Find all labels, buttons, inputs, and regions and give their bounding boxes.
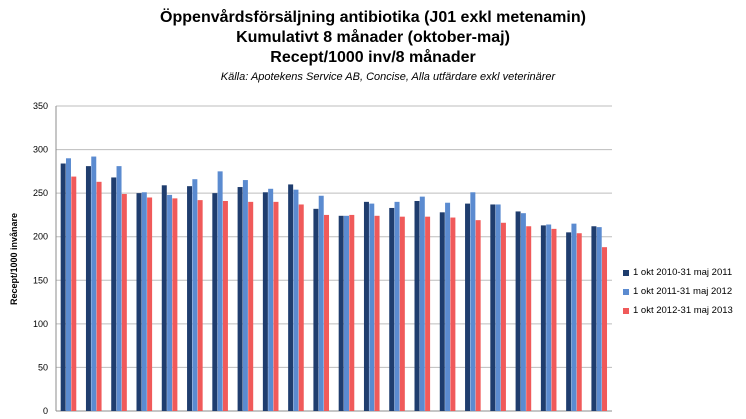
bar-s3-c19	[526, 226, 532, 411]
bar-s3-c22	[602, 247, 608, 411]
bar-s2-c9	[268, 188, 274, 411]
bar-s2-c19	[520, 213, 526, 411]
bar-s1-c17	[465, 203, 471, 411]
bar-s1-c3	[111, 177, 117, 411]
bar-s3-c17	[475, 220, 481, 411]
legend-item-2012-2013: 1 okt 2012-31 maj 2013	[623, 301, 733, 320]
bar-s3-c18	[500, 222, 506, 411]
bar-s3-c16	[450, 217, 456, 411]
bar-s2-c15	[419, 196, 425, 411]
bar-s1-c13	[363, 201, 369, 411]
bar-s3-c4	[147, 197, 153, 411]
bar-s1-c11	[313, 208, 319, 411]
bar-s2-c8	[242, 180, 248, 411]
bar-s3-c7	[222, 200, 228, 411]
bar-s1-c5	[161, 185, 167, 411]
bar-s1-c18	[490, 204, 496, 411]
bar-s3-c5	[172, 198, 178, 411]
y-tick-label: 150	[33, 275, 48, 285]
legend-swatch-2011-2012	[623, 288, 629, 295]
chart-source: Källa: Apotekens Service AB, Concise, Al…	[220, 71, 556, 83]
bar-s3-c10	[298, 204, 304, 411]
bar-s1-c6	[187, 186, 193, 411]
bar-s3-c2	[96, 181, 102, 411]
legend-label-2011-2012: 1 okt 2011-31 maj 2012	[633, 286, 733, 297]
bar-s1-c9	[262, 192, 268, 411]
bar-s1-c10	[288, 184, 294, 411]
legend-item-2010-2011: 1 okt 2010-31 maj 2011	[623, 263, 733, 282]
bar-s2-c22	[596, 227, 602, 411]
bar-s2-c21	[571, 223, 577, 411]
bar-s1-c12	[338, 215, 344, 411]
bar-s1-c20	[540, 225, 546, 411]
bar-s3-c15	[425, 216, 431, 411]
bar-s3-c9	[273, 201, 279, 411]
bar-s2-c20	[546, 224, 552, 411]
bar-s2-c11	[318, 195, 324, 411]
bar-s3-c13	[374, 215, 380, 411]
bar-s2-c7	[217, 171, 223, 411]
bar-s3-c1	[71, 176, 77, 411]
bar-s3-c20	[551, 228, 557, 411]
chart-title-block: Öppenvårdsförsäljning antibiotika (J01 e…	[0, 8, 746, 84]
legend-swatch-2012-2013	[623, 307, 629, 314]
bar-s1-c21	[566, 232, 572, 411]
y-tick-label: 50	[38, 362, 48, 372]
bar-s3-c11	[324, 214, 330, 411]
bar-s2-c4	[141, 192, 147, 411]
legend: 1 okt 2010-31 maj 2011 1 okt 2011-31 maj…	[623, 263, 733, 320]
bar-s2-c18	[495, 204, 501, 411]
chart-subtitle: Kumulativt 8 månader (oktober-maj)	[236, 29, 510, 46]
legend-swatch-2010-2011	[623, 269, 629, 276]
legend-label-2010-2011: 1 okt 2010-31 maj 2011	[633, 267, 733, 278]
bar-s2-c14	[394, 201, 400, 411]
y-tick-label: 250	[33, 188, 48, 198]
bar-s3-c3	[121, 194, 127, 411]
y-tick-label: 200	[33, 232, 48, 242]
bar-s3-c6	[197, 200, 203, 411]
bar-s2-c2	[91, 156, 97, 411]
bar-s1-c19	[515, 211, 521, 411]
chart-title: Öppenvårdsförsäljning antibiotika (J01 e…	[160, 9, 586, 26]
bar-s2-c13	[369, 203, 375, 411]
bar-s3-c14	[399, 216, 405, 411]
bar-s3-c21	[576, 233, 582, 411]
legend-label-2012-2013: 1 okt 2012-31 maj 2013	[633, 305, 733, 316]
bar-s2-c17	[470, 192, 476, 411]
bar-s1-c7	[212, 193, 218, 411]
bar-s3-c12	[349, 214, 355, 411]
bar-s2-c10	[293, 189, 299, 411]
y-tick-label: 300	[33, 145, 48, 155]
bar-s1-c22	[591, 226, 597, 411]
bar-s2-c3	[116, 166, 122, 411]
bar-s2-c6	[192, 179, 198, 411]
bar-s1-c15	[414, 200, 420, 411]
bar-s3-c8	[248, 201, 254, 411]
bar-s1-c4	[136, 193, 142, 411]
bar-s1-c2	[85, 166, 91, 411]
y-tick-label: 0	[43, 406, 48, 416]
bar-s2-c1	[65, 158, 71, 411]
bar-s2-c12	[343, 215, 349, 411]
bar-s1-c8	[237, 187, 243, 411]
legend-item-2011-2012: 1 okt 2011-31 maj 2012	[623, 282, 733, 301]
y-tick-label: 350	[33, 101, 48, 111]
bar-s2-c5	[167, 194, 173, 411]
bar-s1-c16	[439, 212, 445, 411]
bar-s2-c16	[445, 202, 451, 411]
y-tick-label: 100	[33, 319, 48, 329]
bar-s1-c14	[389, 207, 395, 411]
chart-subtitle-units: Recept/1000 inv/8 månader	[270, 49, 476, 66]
bar-s1-c1	[60, 163, 66, 411]
